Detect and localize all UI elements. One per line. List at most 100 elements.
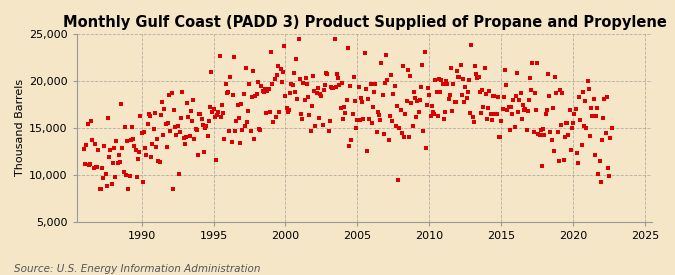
Point [154, 160, 165, 164]
Point [470, 64, 481, 68]
Point [214, 53, 225, 58]
Point [138, 179, 148, 184]
Point [191, 128, 202, 133]
Point [227, 93, 238, 97]
Point [395, 108, 406, 112]
Point [327, 86, 338, 90]
Point [95, 187, 106, 191]
Point [592, 106, 603, 110]
Point [200, 126, 211, 130]
Point [351, 126, 362, 130]
Point [379, 132, 389, 136]
Point [433, 114, 443, 119]
Point [206, 70, 217, 74]
Point [147, 142, 158, 146]
Point [481, 92, 491, 96]
Point [603, 166, 614, 170]
Point [593, 172, 604, 176]
Point [452, 69, 462, 73]
Point [81, 142, 92, 147]
Point [583, 79, 593, 84]
Point [328, 86, 339, 90]
Point [369, 90, 379, 94]
Point [149, 111, 160, 115]
Point [178, 136, 189, 140]
Point [80, 161, 90, 166]
Point [363, 97, 374, 102]
Point [529, 130, 539, 134]
Point [347, 111, 358, 116]
Point [336, 81, 347, 86]
Point [379, 81, 390, 85]
Point [433, 76, 444, 81]
Point [435, 90, 446, 95]
Point [460, 85, 470, 90]
Point [492, 95, 503, 100]
Point [470, 72, 481, 76]
Point [495, 134, 506, 139]
Point [489, 94, 500, 98]
Point [331, 72, 342, 76]
Point [567, 126, 578, 131]
Point [177, 89, 188, 94]
Point [113, 153, 124, 158]
Point [255, 128, 266, 132]
Point [580, 99, 591, 103]
Point [558, 158, 569, 162]
Point [269, 76, 280, 81]
Point [285, 91, 296, 95]
Point [297, 117, 308, 121]
Point [526, 88, 537, 93]
Point [461, 95, 472, 100]
Point [601, 95, 612, 99]
Point [100, 172, 111, 177]
Point [348, 75, 359, 79]
Point [143, 112, 154, 116]
Point [197, 122, 208, 127]
Point [238, 92, 249, 96]
Point [508, 98, 518, 102]
Point [173, 172, 184, 177]
Point [344, 144, 354, 148]
Point [261, 111, 271, 115]
Point [365, 82, 376, 86]
Point [512, 70, 522, 75]
Point [453, 75, 464, 79]
Point [112, 161, 123, 165]
Point [491, 111, 502, 116]
Point [223, 129, 234, 134]
Point [215, 115, 226, 120]
Point [501, 83, 512, 87]
Point [422, 103, 433, 107]
Point [533, 132, 544, 136]
Point [126, 138, 136, 142]
Point [175, 130, 186, 134]
Point [479, 66, 490, 70]
Point [421, 145, 431, 150]
Point [302, 82, 313, 86]
Point [107, 161, 118, 166]
Point [171, 133, 182, 138]
Point [464, 78, 475, 82]
Point [410, 96, 421, 100]
Point [414, 98, 425, 102]
Point [541, 107, 552, 112]
Point [340, 111, 351, 115]
Point [163, 121, 173, 125]
Point [331, 85, 342, 89]
Point [547, 106, 558, 110]
Point [260, 87, 271, 92]
Point [399, 135, 410, 140]
Point [437, 82, 448, 87]
Point [141, 153, 152, 157]
Point [314, 116, 325, 120]
Point [223, 90, 234, 94]
Point [543, 72, 554, 76]
Point [556, 122, 567, 127]
Point [89, 142, 100, 146]
Point [240, 124, 250, 128]
Point [388, 92, 399, 96]
Point [595, 179, 606, 184]
Point [271, 114, 281, 119]
Point [376, 61, 387, 65]
